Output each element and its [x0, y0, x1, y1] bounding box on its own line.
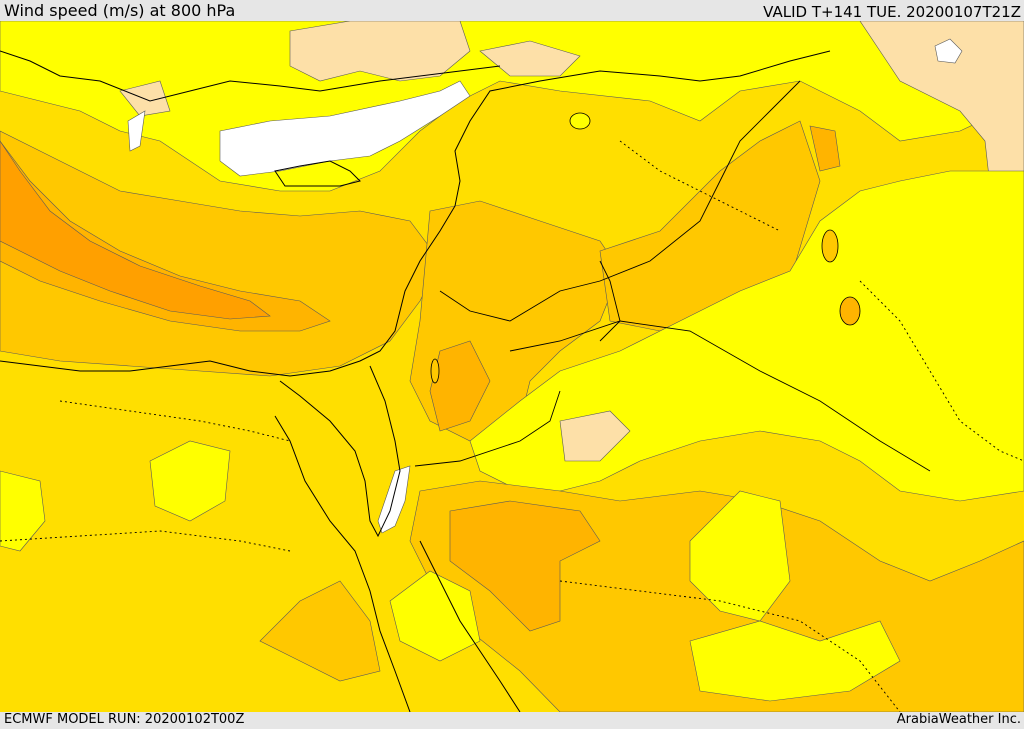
- wind-contour-med-orange-light: [0, 140, 331, 332]
- wind-contour-iraq-gold: [599, 120, 821, 332]
- coastline-red-sea-west: [274, 415, 411, 712]
- model-run-label: ECMWF MODEL RUN: 20200102T00Z: [4, 712, 245, 727]
- coastline-cyprus: [274, 160, 361, 187]
- valid-time: VALID T+141 TUE. 20200107T21Z: [763, 3, 1021, 21]
- lake-1: [839, 296, 861, 326]
- wind-contour-south-low-2: [689, 620, 901, 702]
- border-saudi-north: [509, 320, 931, 472]
- no-data-area-gulf: [377, 465, 411, 534]
- coastline-mediterranean: [0, 50, 831, 377]
- wind-contour-sudan-gold: [259, 580, 381, 682]
- wind-contour-north-calm-1: [289, 21, 471, 82]
- map-title: Wind speed (m/s) at 800 hPa: [4, 1, 236, 20]
- coastline-sinai: [279, 365, 401, 538]
- lake-4: [430, 358, 440, 384]
- wind-contour-northeast-calm: [859, 21, 1024, 187]
- credit-label: ArabiaWeather Inc.: [896, 712, 1021, 727]
- wind-contour-levant-orange: [429, 340, 491, 432]
- border-jordan-saudi: [599, 260, 621, 342]
- map-header: Wind speed (m/s) at 800 hPa VALID T+141 …: [0, 0, 1024, 21]
- no-data-area-nw: [127, 110, 146, 152]
- no-data-area-ne: [934, 38, 963, 64]
- border-dotted-arabia: [559, 580, 901, 712]
- border-dotted-egypt: [59, 400, 291, 442]
- wind-contour-south-low-1: [689, 490, 791, 622]
- wind-contour-egypt-low-2: [0, 470, 46, 552]
- wind-contour-egypt-low-1: [149, 440, 231, 522]
- lake-2: [821, 229, 839, 263]
- no-data-area-north: [219, 80, 471, 177]
- coastline-north: [0, 50, 501, 102]
- wind-contour-arabia-calm: [559, 410, 631, 462]
- wind-contour-south-orange: [449, 500, 601, 632]
- wind-contour-north-calm-2: [479, 40, 581, 77]
- border-iraq-saudi: [414, 390, 561, 467]
- wind-contour-med-orange: [0, 140, 271, 320]
- wind-speed-map: [0, 21, 1024, 712]
- lake-3: [569, 112, 591, 130]
- border-levant: [439, 80, 801, 322]
- map-canvas: [0, 21, 1024, 712]
- wind-contour-iraq-orange: [809, 125, 841, 172]
- border-egypt-sudan: [0, 530, 291, 552]
- wind-contour-red-sea-low: [389, 570, 481, 662]
- coastline-red-sea-east: [419, 540, 521, 712]
- map-footer: ECMWF MODEL RUN: 20200102T00Z ArabiaWeat…: [0, 712, 1024, 729]
